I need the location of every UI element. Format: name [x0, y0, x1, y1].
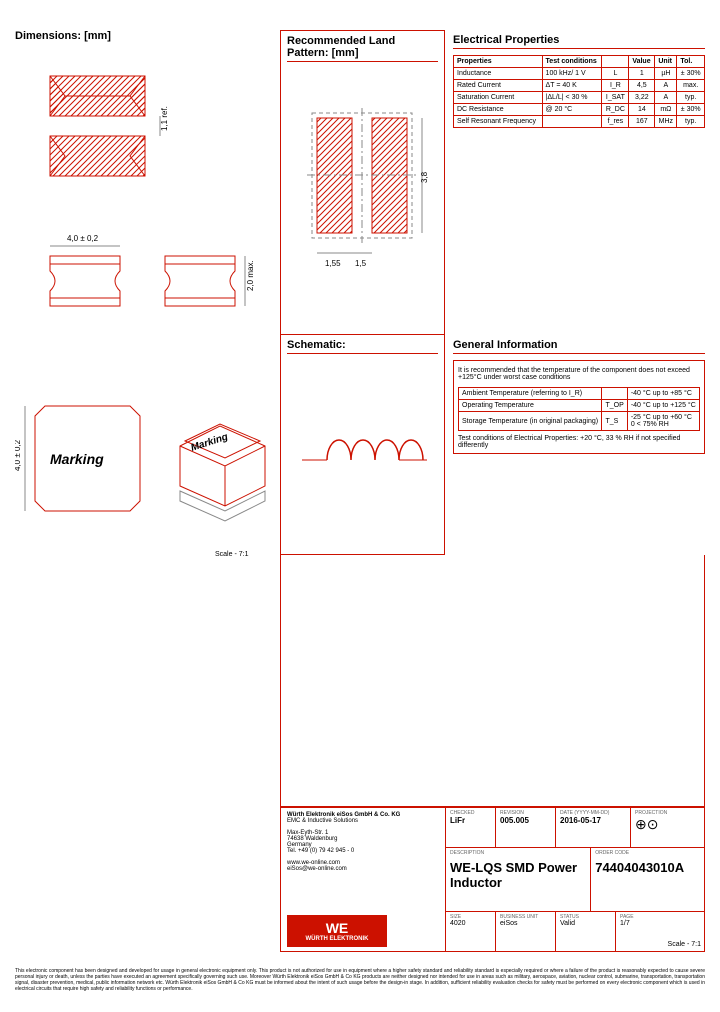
general-table: Ambient Temperature (referring to I_R)-4…: [458, 387, 700, 431]
tb-revision: 005.005: [500, 816, 551, 825]
table-row: Saturation Current|ΔL/L| < 30 %I_SAT3,22…: [454, 92, 705, 104]
marking-iso: Marking: [190, 432, 230, 454]
width-dim: 4,0 ± 0,2: [67, 234, 99, 243]
table-row: Inductance100 kHz/ 1 VL1µH± 30%: [454, 68, 705, 80]
land-pattern-title: Recommended Land Pattern: [mm]: [287, 35, 438, 62]
lp-h: 3,8: [420, 171, 429, 183]
table-row: Ambient Temperature (referring to I_R)-4…: [459, 388, 700, 400]
we-logo: WE WÜRTH ELEKTRONIK: [287, 915, 387, 947]
ref-dim: 1,1 ref.: [160, 106, 169, 131]
tb-row: DESCRIPTION WE-LQS SMD Power Inductor OR…: [446, 848, 704, 912]
lp-scale: Scale - 7:1: [668, 941, 701, 948]
general-title: General Information: [453, 339, 705, 354]
title-block: Würth Elektronik eiSos GmbH & Co. KG EMC…: [280, 807, 705, 952]
disclaimer-text: This electronic component has been desig…: [15, 968, 705, 992]
tb-size: 4020: [450, 920, 491, 927]
general-note: It is recommended that the temperature o…: [458, 365, 700, 387]
marking-left: Marking: [50, 451, 104, 467]
tb-ordercode: 74404043010A: [595, 860, 700, 875]
table-row: Properties Test conditions Value Unit To…: [454, 56, 705, 68]
electrical-title: Electrical Properties: [453, 34, 705, 49]
blank-area: [280, 555, 705, 807]
ep-header: Properties: [454, 56, 543, 68]
electrical-panel: Electrical Properties Properties Test co…: [445, 30, 705, 335]
ep-header: Value: [629, 56, 655, 68]
email: eiSos@we-online.com: [287, 866, 439, 872]
table-row: Storage Temperature (in original packagi…: [459, 412, 700, 431]
projection-icon: ⊕⊙: [635, 816, 700, 833]
dimensions-title: Dimensions: [mm]: [15, 30, 270, 42]
height-dim: 4,0 ± 0,2: [15, 439, 22, 471]
tb-row: SIZE4020 BUSINESS UNITeiSos STATUSValid …: [446, 912, 704, 951]
dimensions-panel: Dimensions: [mm]: [15, 30, 280, 952]
tb-bu: eiSos: [500, 920, 551, 927]
tb-page: 1/7: [620, 920, 700, 927]
ep-header: Tol.: [677, 56, 705, 68]
right-column: Recommended Land Pattern: [mm] 1,55 1,5: [280, 30, 705, 952]
table-row: Self Resonant Frequencyf_res167MHztyp.: [454, 116, 705, 128]
land-pattern-panel: Recommended Land Pattern: [mm] 1,55 1,5: [280, 30, 445, 335]
tb-row: CHECKEDLiFr REVISION005.005 DATE (YYYY-M…: [446, 808, 704, 848]
lp-w2: 1,5: [355, 259, 367, 268]
lp-w1: 1,55: [325, 259, 341, 268]
tb-date: 2016-05-17: [560, 816, 626, 825]
tb-checked: LiFr: [450, 816, 491, 825]
ep-header: Unit: [655, 56, 677, 68]
ep-header: [602, 56, 629, 68]
dimensions-drawing: 1,1 ref. 4,0 ± 0,2 2,0 max.: [15, 46, 270, 968]
schematic-panel: Schematic:: [280, 335, 445, 555]
schematic-title: Schematic:: [287, 339, 438, 354]
table-row: DC Resistance@ 20 °CR_DC14mΩ± 30%: [454, 104, 705, 116]
titleblock-company: Würth Elektronik eiSos GmbH & Co. KG EMC…: [281, 808, 446, 951]
thickness-dim: 2,0 max.: [246, 260, 255, 291]
dimensions-svg: 1,1 ref. 4,0 ± 0,2 2,0 max.: [15, 46, 275, 696]
main-grid: Dimensions: [mm]: [15, 30, 705, 952]
table-row: Operating TemperatureT_OP-40 °C up to +1…: [459, 400, 700, 412]
tb-status: Valid: [560, 920, 611, 927]
page: Dimensions: [mm]: [15, 30, 705, 952]
tb-description: WE-LQS SMD Power Inductor: [450, 860, 586, 890]
land-pattern-svg: 1,55 1,5 3,8: [287, 68, 437, 318]
ep-header: Test conditions: [542, 56, 602, 68]
dim-scale: Scale - 7:1: [215, 551, 249, 558]
company-division: EMC & Inductive Solutions: [287, 818, 439, 824]
table-row: Rated CurrentΔT = 40 KI_R4,5Amax.: [454, 80, 705, 92]
titleblock-grid: CHECKEDLiFr REVISION005.005 DATE (YYYY-M…: [446, 808, 704, 951]
general-footnote: Test conditions of Electrical Properties…: [458, 431, 700, 449]
electrical-table: Properties Test conditions Value Unit To…: [453, 55, 705, 128]
schematic-svg: [287, 360, 437, 530]
general-info-box: It is recommended that the temperature o…: [453, 360, 705, 454]
general-info-panel: General Information It is recommended th…: [445, 335, 705, 555]
phone: Tel. +49 (0) 79 42 945 - 0: [287, 848, 439, 854]
